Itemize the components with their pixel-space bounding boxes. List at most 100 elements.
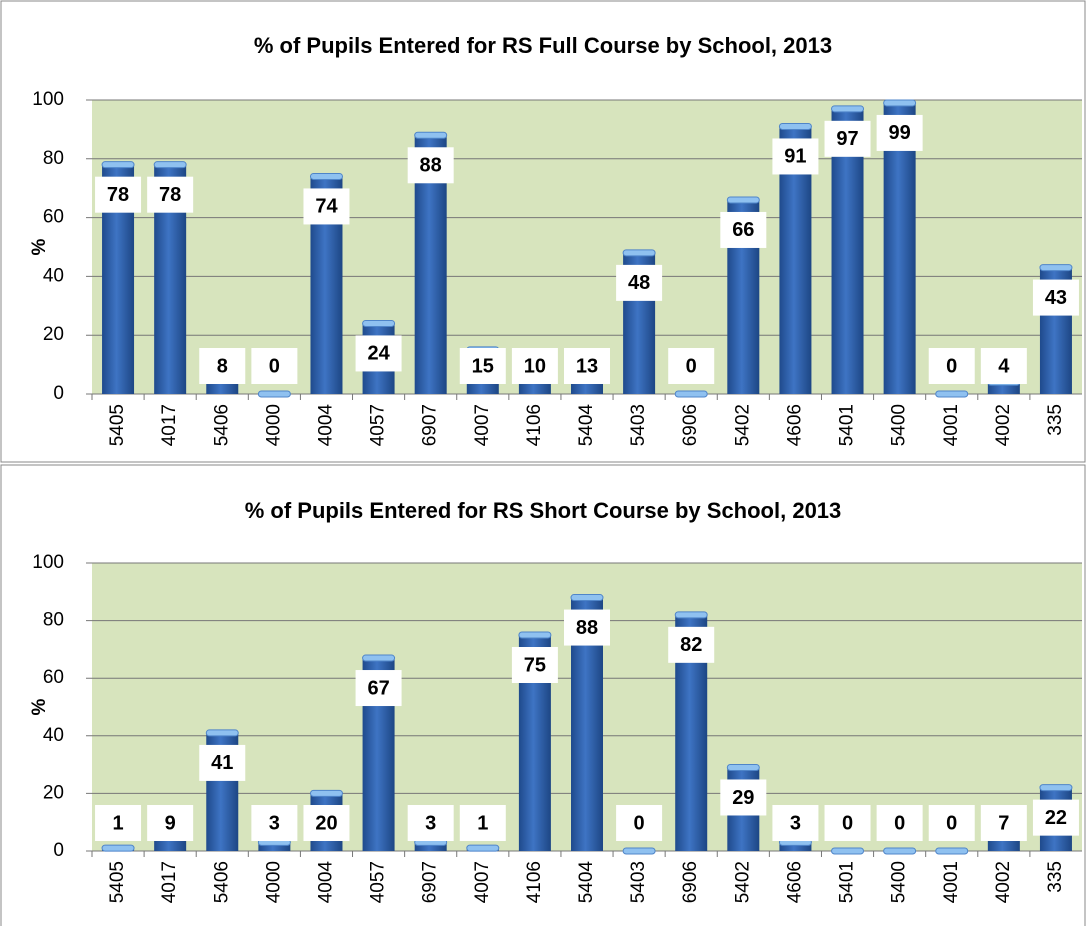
y-tick-label: 0 bbox=[53, 383, 64, 404]
data-label: 66 bbox=[732, 219, 754, 241]
bar-cap bbox=[622, 249, 656, 257]
x-tick-label: 6906 bbox=[680, 861, 701, 903]
bar-cap bbox=[1039, 784, 1073, 792]
data-label: 20 bbox=[315, 812, 337, 834]
data-label-box bbox=[303, 805, 350, 841]
x-tick-label: 4004 bbox=[315, 861, 336, 904]
data-label-box bbox=[199, 744, 246, 781]
data-label: 9 bbox=[165, 812, 176, 834]
bar-cap bbox=[726, 196, 760, 204]
data-label-box bbox=[824, 120, 871, 157]
x-tick-label: 4000 bbox=[263, 861, 284, 903]
y-tick-label: 60 bbox=[43, 207, 64, 228]
x-tick-label: 5406 bbox=[211, 861, 232, 903]
data-label: 7 bbox=[998, 812, 1009, 834]
bar-cap bbox=[414, 131, 448, 139]
y-tick-label: 0 bbox=[53, 840, 64, 861]
x-tick-label: 6907 bbox=[420, 861, 441, 903]
data-label: 88 bbox=[420, 155, 442, 177]
bar-cap bbox=[883, 99, 917, 107]
x-tick-label: 4007 bbox=[472, 404, 493, 446]
bar-cap bbox=[726, 763, 760, 771]
y-tick-label: 40 bbox=[43, 725, 64, 746]
x-tick-label: 4002 bbox=[993, 861, 1014, 903]
bar bbox=[258, 842, 291, 851]
bar-cap bbox=[362, 319, 396, 327]
bar bbox=[987, 382, 1020, 394]
data-label: 43 bbox=[1045, 287, 1067, 309]
x-tick-label: 335 bbox=[1045, 404, 1066, 436]
y-axis-label: % bbox=[29, 238, 50, 255]
x-tick-label: 335 bbox=[1045, 861, 1066, 893]
x-tick-label: 4606 bbox=[784, 404, 805, 446]
data-label-box bbox=[668, 626, 715, 663]
x-tick-label: 5401 bbox=[837, 404, 858, 446]
data-label-box bbox=[511, 348, 558, 384]
data-label: 13 bbox=[576, 355, 598, 377]
chart-frame bbox=[0, 464, 1086, 926]
x-tick-label: 6907 bbox=[420, 404, 441, 446]
data-label-box bbox=[147, 176, 194, 213]
data-label-box bbox=[876, 805, 923, 841]
x-tick-label: 5400 bbox=[889, 404, 910, 446]
data-label: 0 bbox=[894, 812, 905, 834]
x-tick-label: 4002 bbox=[993, 404, 1014, 446]
data-label: 0 bbox=[269, 355, 280, 377]
bar-cap bbox=[622, 847, 656, 855]
x-tick-label: 4004 bbox=[315, 404, 336, 447]
x-tick-label: 5404 bbox=[576, 404, 597, 447]
data-label: 88 bbox=[576, 617, 598, 639]
bar-cap bbox=[466, 844, 500, 852]
x-tick-label: 4017 bbox=[159, 404, 180, 446]
bar-cap bbox=[518, 631, 552, 639]
data-label-box bbox=[1032, 279, 1079, 316]
data-label: 15 bbox=[472, 355, 494, 377]
data-label: 0 bbox=[946, 812, 957, 834]
data-label-box bbox=[147, 805, 194, 841]
x-tick-label: 4001 bbox=[941, 861, 962, 903]
data-label-box bbox=[199, 348, 246, 384]
data-label-box bbox=[824, 805, 871, 841]
bar bbox=[779, 842, 812, 851]
x-tick-label: 5402 bbox=[732, 404, 753, 446]
data-label-box bbox=[95, 176, 142, 213]
data-label: 67 bbox=[367, 677, 389, 699]
data-label-box bbox=[668, 348, 715, 384]
data-label-box bbox=[1032, 799, 1079, 836]
x-tick-label: 4057 bbox=[368, 404, 389, 446]
data-label: 3 bbox=[425, 812, 436, 834]
x-tick-label: 5403 bbox=[628, 861, 649, 903]
bar-cap bbox=[309, 789, 343, 797]
data-label-box bbox=[564, 609, 610, 646]
data-label: 0 bbox=[634, 812, 645, 834]
bar-cap bbox=[935, 390, 969, 398]
data-label-box bbox=[459, 348, 506, 384]
data-label-box bbox=[980, 348, 1027, 384]
bar bbox=[883, 102, 916, 394]
data-label-box bbox=[876, 114, 923, 151]
bar-cap bbox=[831, 105, 865, 113]
data-label: 97 bbox=[836, 128, 858, 150]
bar-cap bbox=[205, 729, 239, 737]
data-label: 99 bbox=[889, 122, 911, 144]
data-label: 0 bbox=[686, 355, 697, 377]
data-label-box bbox=[772, 138, 819, 175]
y-tick-label: 100 bbox=[32, 89, 64, 110]
x-tick-label: 4606 bbox=[784, 861, 805, 903]
data-label: 1 bbox=[112, 812, 123, 834]
data-label-box bbox=[928, 805, 975, 841]
bar-cap bbox=[778, 122, 812, 130]
data-label: 48 bbox=[628, 272, 650, 294]
y-axis-label: % bbox=[29, 698, 50, 715]
data-label: 78 bbox=[107, 184, 129, 206]
y-tick-label: 80 bbox=[43, 148, 64, 169]
x-tick-label: 5403 bbox=[628, 404, 649, 446]
data-label: 24 bbox=[367, 343, 390, 365]
chart-title: % of Pupils Entered for RS Full Course b… bbox=[254, 33, 832, 58]
data-label: 82 bbox=[680, 634, 702, 656]
bar-cap bbox=[101, 161, 135, 169]
x-tick-label: 4017 bbox=[159, 861, 180, 903]
data-label-box bbox=[355, 335, 402, 372]
data-label: 3 bbox=[269, 812, 280, 834]
